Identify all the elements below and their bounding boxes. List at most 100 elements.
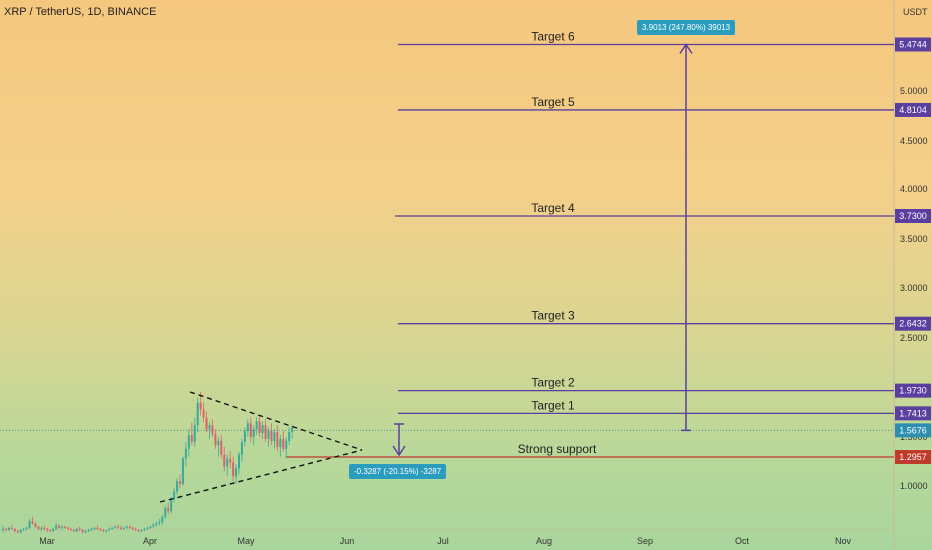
candle-body — [43, 527, 46, 529]
candle-body — [149, 526, 152, 528]
candle-body — [58, 525, 61, 528]
price-tag-label: 1.7413 — [899, 408, 927, 418]
candle-body — [4, 528, 7, 530]
candle-body — [179, 481, 181, 485]
candle-body — [34, 523, 37, 527]
candle-body — [122, 527, 125, 529]
price-tag-label: 5.4744 — [899, 40, 927, 50]
x-tick-label: Apr — [143, 536, 157, 546]
candle-body — [7, 527, 10, 530]
candle-body — [229, 458, 232, 463]
candle-body — [90, 528, 93, 530]
candle-body — [258, 421, 261, 434]
candle-body — [128, 526, 131, 528]
candle-body — [111, 527, 114, 529]
candle-body — [264, 425, 267, 439]
candle-body — [181, 458, 184, 485]
symbol-title: XRP / TetherUS, 1D, BINANCE — [4, 6, 157, 18]
candle-body — [93, 527, 96, 529]
target-label: Target 3 — [531, 309, 575, 323]
candle-body — [246, 423, 249, 432]
price-tag-label: 4.8104 — [899, 105, 927, 115]
candle-body — [208, 425, 211, 430]
candle-body — [25, 527, 28, 529]
candle-body — [270, 431, 273, 441]
y-tick-label: 4.0000 — [900, 184, 928, 194]
candle-body — [140, 530, 143, 532]
candle-body — [279, 438, 282, 447]
support-label: Strong support — [518, 442, 597, 456]
y-tick-label: 5.0000 — [900, 86, 928, 96]
candle-body — [199, 402, 202, 410]
candle-body — [31, 521, 34, 524]
measure-up-arrowhead — [679, 43, 693, 54]
candle-body — [146, 527, 149, 529]
triangle-lower-line — [159, 449, 363, 503]
candle-body — [152, 524, 155, 527]
candle-body — [10, 527, 13, 529]
candle-body — [232, 462, 235, 477]
candle-body — [22, 528, 25, 530]
candle-body — [96, 527, 99, 529]
candle-body — [267, 431, 270, 439]
candle-body — [288, 432, 291, 441]
candle-body — [273, 432, 276, 441]
price-tag — [895, 37, 931, 52]
candle-body — [72, 530, 75, 532]
x-tick-label: Jun — [340, 536, 355, 546]
candle-body — [105, 530, 108, 532]
x-tick-label: Sep — [637, 536, 653, 546]
target-label: Target 5 — [531, 95, 575, 109]
candle-body — [137, 530, 140, 532]
candle-body — [61, 526, 63, 528]
candle-body — [190, 435, 193, 442]
x-tick-label: Mar — [39, 536, 55, 546]
price-tag — [895, 209, 931, 223]
candle-body — [69, 528, 72, 530]
candle-body — [49, 530, 52, 532]
candle-body — [125, 526, 128, 528]
y-tick-label: 2.5000 — [900, 333, 928, 343]
candle-body — [187, 435, 190, 449]
price-tag — [895, 316, 931, 331]
price-tag-label: 1.9730 — [899, 386, 927, 396]
candle-body — [16, 531, 19, 533]
candle-body — [158, 522, 161, 524]
candle-body — [205, 417, 208, 430]
price-tag — [895, 406, 931, 421]
candle-body — [240, 441, 243, 455]
candle-body — [81, 530, 84, 533]
current-price-tag — [895, 423, 931, 438]
measure-up-label: 3.9013 (247.80%) 39013 — [637, 20, 736, 35]
candle-body — [131, 527, 134, 529]
candle-body — [114, 526, 117, 528]
measure-down-arrowhead — [392, 445, 406, 457]
candle-body — [102, 530, 105, 532]
candle-body — [202, 409, 205, 418]
x-tick-label: Oct — [735, 536, 750, 546]
candle-body — [170, 499, 173, 512]
x-tick-label: May — [237, 536, 255, 546]
candle-body — [167, 508, 170, 512]
target-label: Target 2 — [531, 376, 575, 390]
candle-body — [220, 440, 223, 455]
x-tick-label: Aug — [536, 536, 552, 546]
candle-body — [238, 454, 240, 469]
price-tag-label: 3.7300 — [899, 211, 927, 221]
candle-body — [243, 431, 246, 442]
measure-down-label: -0.3287 (-20.15%) -3287 — [349, 464, 447, 479]
candle-body — [78, 528, 81, 530]
candle-body — [285, 440, 288, 449]
candle-body — [37, 526, 40, 529]
candle-body — [193, 425, 196, 442]
candle-body — [184, 448, 187, 459]
candle-body — [226, 458, 229, 467]
target-label: Target 6 — [531, 30, 575, 44]
candle-body — [28, 521, 31, 528]
candle-body — [143, 528, 146, 530]
price-tag-label: 1.2957 — [899, 452, 927, 462]
x-tick-label: Nov — [835, 536, 852, 546]
currency-label: USDT — [903, 7, 928, 17]
